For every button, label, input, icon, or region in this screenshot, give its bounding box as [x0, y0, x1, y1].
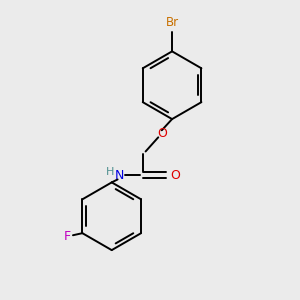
Text: O: O — [170, 169, 180, 182]
Text: H: H — [106, 167, 114, 177]
Text: Br: Br — [166, 16, 178, 29]
Text: F: F — [64, 230, 71, 243]
Text: N: N — [114, 169, 124, 182]
Text: O: O — [157, 127, 167, 140]
